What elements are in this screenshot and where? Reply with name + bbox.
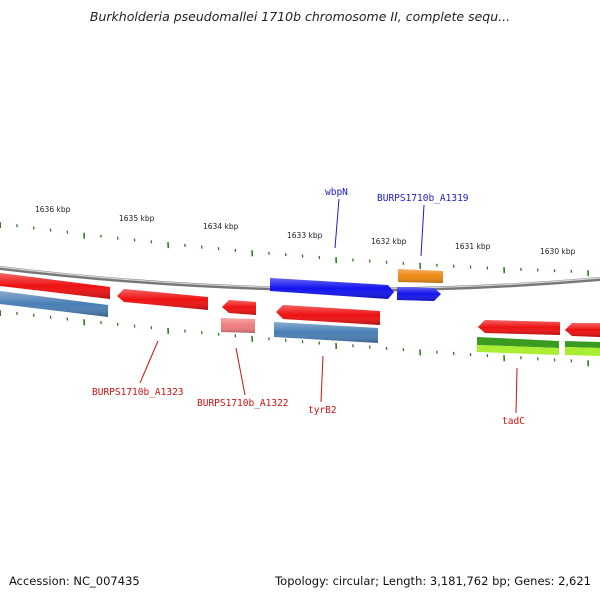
scale-label-1635: 1635 kbp <box>119 214 155 223</box>
leader-a1323 <box>139 340 159 384</box>
gene-label-tadC[interactable]: tadC <box>502 416 525 427</box>
gene-green-right-1[interactable] <box>565 341 600 348</box>
gene-label-a1323[interactable]: BURPS1710b_A1323 <box>92 387 184 398</box>
leader-a1319 <box>420 204 425 257</box>
gene-label-a1319[interactable]: BURPS1710b_A1319 <box>377 193 469 204</box>
scale-label-1630: 1630 kbp <box>540 247 576 256</box>
gene-label-tyrB2[interactable]: tyrB2 <box>308 405 337 416</box>
leader-tyrB2 <box>320 355 324 403</box>
gene-tadC-lime-bar[interactable] <box>477 345 559 355</box>
map-title: Burkholderia pseudomallei 1710b chromoso… <box>89 9 511 24</box>
gene-lime-right-1[interactable] <box>565 347 600 356</box>
scale-label-1633: 1633 kbp <box>287 231 323 240</box>
scale-label-1632: 1632 kbp <box>371 237 407 246</box>
scale-label-1636: 1636 kbp <box>35 205 71 214</box>
gene-label-wbpN[interactable]: wbpN <box>325 187 348 198</box>
gene-label-a1322[interactable]: BURPS1710b_A1322 <box>197 398 289 409</box>
inner-scale-ring <box>0 309 590 367</box>
leader-a1322 <box>235 347 246 396</box>
scale-label-1634: 1634 kbp <box>203 222 239 231</box>
gene-a1319-orange-shade <box>398 269 443 283</box>
accession-text: Accession: NC_007435 <box>9 574 140 588</box>
outer-scale-ring <box>0 221 590 277</box>
gene-tadC-green-bar[interactable] <box>477 337 559 348</box>
gene-shading <box>0 273 600 343</box>
leader-wbpN <box>334 198 340 249</box>
scale-label-1631: 1631 kbp <box>455 242 491 251</box>
genome-summary-text: Topology: circular; Length: 3,181,762 bp… <box>275 574 591 588</box>
gene-wbpN-shade <box>270 278 394 299</box>
leader-tadC <box>515 367 518 414</box>
